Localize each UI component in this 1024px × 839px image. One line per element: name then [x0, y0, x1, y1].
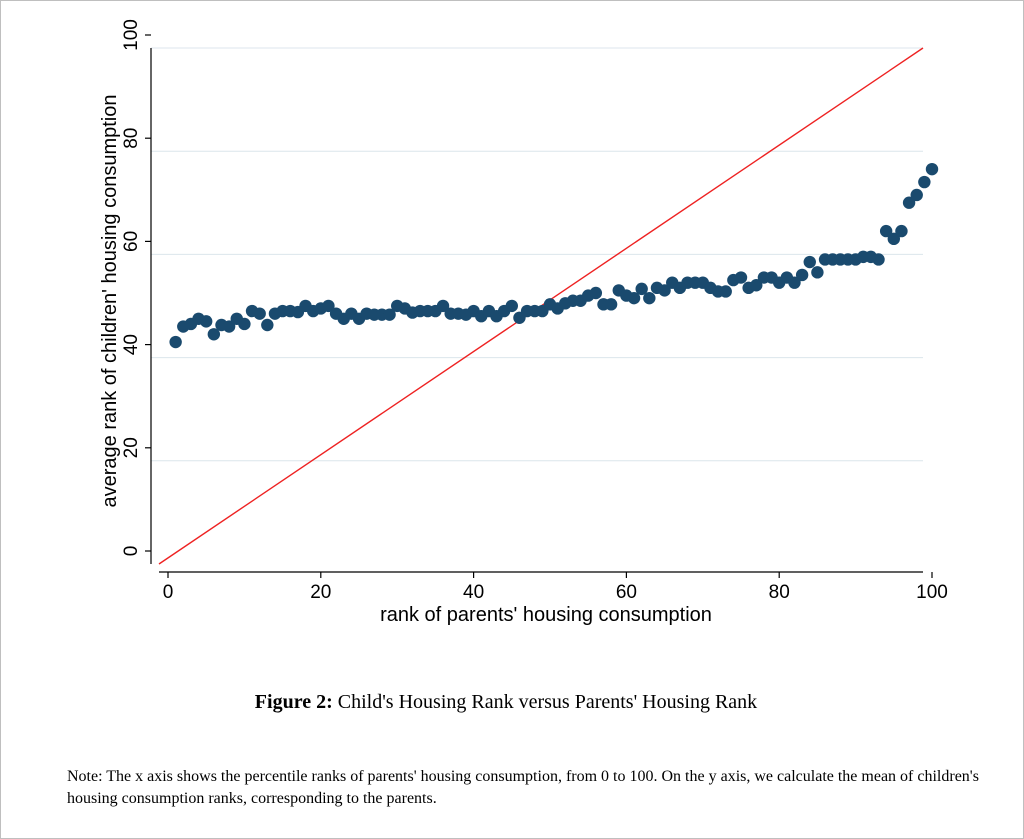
- y-axis-title: average rank of children' housing consum…: [99, 95, 121, 508]
- data-point: [253, 307, 266, 320]
- data-point: [918, 175, 931, 189]
- data-point: [750, 279, 763, 292]
- data-point: [788, 276, 801, 289]
- y-tick-label: 60: [121, 231, 142, 252]
- data-point: [604, 298, 618, 311]
- data-point: [872, 253, 885, 266]
- figure-caption: Figure 2: Child's Housing Rank versus Pa…: [1, 691, 1011, 714]
- data-point: [238, 317, 251, 331]
- x-tick-label: 80: [769, 582, 790, 603]
- x-tick-label: 40: [463, 582, 484, 603]
- y-tick-label: 0: [121, 546, 142, 557]
- data-point: [643, 291, 656, 305]
- data-point: [910, 188, 923, 202]
- x-axis-title: rank of parents' housing consumption: [380, 604, 712, 626]
- y-tick-label: 40: [121, 334, 142, 355]
- data-point: [795, 268, 809, 282]
- data-point: [383, 308, 396, 321]
- data-point: [261, 318, 274, 332]
- data-point: [925, 162, 939, 176]
- scatter-chart: 0 20 40 60 80 100 0 20 40 60 80 100 rank of parent…: [99, 19, 948, 626]
- data-point: [169, 335, 182, 349]
- data-point: [895, 224, 908, 238]
- data-point: [734, 271, 748, 284]
- gridlines: [151, 47, 923, 462]
- axes: [150, 48, 923, 573]
- data-point: [436, 299, 450, 313]
- figure-caption-text: Child's Housing Rank versus Parents' Hou…: [332, 691, 758, 713]
- data-point: [635, 282, 648, 296]
- data-point: [505, 299, 518, 313]
- data-point: [902, 196, 916, 209]
- data-point: [803, 255, 816, 269]
- data-point: [200, 315, 213, 328]
- data-point: [658, 284, 671, 297]
- x-tick-label: 60: [616, 582, 637, 603]
- x-tick-label: 20: [310, 582, 331, 603]
- data-point: [719, 285, 732, 298]
- data-point: [811, 266, 824, 279]
- data-point: [222, 320, 236, 333]
- data-point: [589, 286, 603, 300]
- data-point: [207, 328, 221, 341]
- data-point: [879, 224, 893, 238]
- figure-note: Note: The x axis shows the percentile ra…: [67, 768, 979, 807]
- y-tick-label: 100: [121, 19, 142, 51]
- data-points: [169, 162, 939, 349]
- y-axis-ticks: 0 20 40 60 80 100: [121, 19, 151, 556]
- data-point: [887, 232, 900, 246]
- x-tick-label: 0: [163, 582, 174, 603]
- y-tick-label: 20: [121, 437, 142, 458]
- y-tick-label: 80: [121, 128, 142, 149]
- data-point: [627, 291, 641, 305]
- figure-caption-label: Figure 2:: [254, 691, 333, 713]
- data-point: [322, 299, 335, 313]
- x-axis-ticks: 0 20 40 60 80 100: [163, 572, 948, 603]
- x-tick-label: 100: [916, 582, 948, 603]
